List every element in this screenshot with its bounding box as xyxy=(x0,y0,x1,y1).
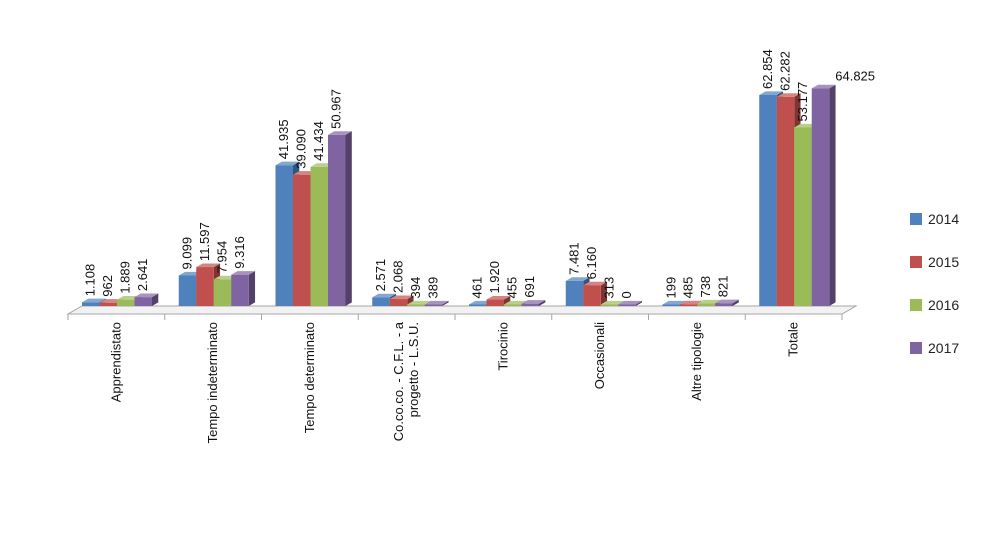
legend-item-2014: 2014 xyxy=(910,208,959,230)
data-label: 2.641 xyxy=(135,259,150,292)
legend-swatch xyxy=(910,299,922,311)
data-label: 738 xyxy=(698,276,713,298)
legend-item-2015: 2015 xyxy=(910,251,959,273)
bar-2017-2 xyxy=(328,131,352,306)
category-label: Altre tipologie xyxy=(689,322,704,401)
data-label: 389 xyxy=(426,277,441,299)
bar-2017-0 xyxy=(134,293,159,306)
data-label: 313 xyxy=(602,277,617,299)
category-label: Apprendistato xyxy=(108,322,123,402)
data-label: 455 xyxy=(505,277,520,299)
data-label: 1.108 xyxy=(83,264,98,297)
legend-swatch xyxy=(910,213,922,225)
data-label: 1.889 xyxy=(118,261,133,294)
bar-2015-3 xyxy=(389,295,414,306)
data-label: 962 xyxy=(100,275,115,297)
category-label: Totale xyxy=(786,322,801,357)
bar-2017-7 xyxy=(811,84,836,306)
category-label: Tirocinio xyxy=(495,322,510,371)
data-label: 41.434 xyxy=(311,121,326,161)
bar-2017-1 xyxy=(231,271,256,306)
chart-floor xyxy=(66,305,858,320)
legend-label: 2015 xyxy=(928,254,960,270)
data-label: 39.090 xyxy=(294,129,309,169)
category-label: Tempo determinato xyxy=(302,322,317,433)
data-label: 9.099 xyxy=(180,237,195,270)
bar-2017-6 xyxy=(715,299,739,306)
bar-2017-4 xyxy=(521,300,546,306)
legend-swatch xyxy=(910,256,922,268)
data-label: 53.177 xyxy=(795,82,810,122)
data-label: 2.571 xyxy=(373,259,388,292)
category-label: Co.co.co. - C.F.L. - aprogetto - L.S.U. xyxy=(391,321,421,441)
legend: 2014 2015 2016 2017 xyxy=(910,208,959,380)
legend-swatch xyxy=(910,342,922,354)
data-label: 7.954 xyxy=(215,241,230,274)
legend-label: 2016 xyxy=(928,297,960,313)
legend-item-2016: 2016 xyxy=(910,294,959,316)
data-label: 62.854 xyxy=(760,49,775,89)
data-label: 2.068 xyxy=(391,261,406,294)
data-label: 394 xyxy=(408,277,423,299)
data-label: 1.920 xyxy=(487,261,502,294)
data-label: 64.825 xyxy=(835,68,875,83)
bar-2017-5 xyxy=(618,300,643,306)
legend-label: 2017 xyxy=(928,340,960,356)
data-label: 6.160 xyxy=(584,247,599,280)
data-label: 11.597 xyxy=(197,222,212,261)
bar-2015-5 xyxy=(583,281,608,306)
data-label: 0 xyxy=(619,291,634,298)
bar-2015-4 xyxy=(486,295,511,306)
bar-2017-3 xyxy=(424,300,449,306)
data-label: 821 xyxy=(716,276,731,298)
category-label: Occasionali xyxy=(592,322,607,389)
data-label: 691 xyxy=(522,276,537,298)
data-label: 50.967 xyxy=(329,89,344,129)
data-label: 62.282 xyxy=(778,51,793,91)
data-labels: 1.108 962 1.889 2.641 9.099 11.597 7.954 9.316 4… xyxy=(83,49,875,298)
data-label: 485 xyxy=(681,277,696,299)
data-label: 461 xyxy=(470,277,485,299)
floor-plane xyxy=(66,305,858,315)
legend-label: 2014 xyxy=(928,211,960,227)
data-label: 41.935 xyxy=(276,119,291,159)
data-label: 9.316 xyxy=(232,236,247,269)
category-label: Tempo indeterminato xyxy=(205,322,220,443)
chart-bars xyxy=(82,84,836,307)
legend-item-2017: 2017 xyxy=(910,337,959,359)
data-label: 199 xyxy=(663,277,678,299)
data-label: 7.481 xyxy=(567,242,582,275)
category-labels: Apprendistato Tempo indeterminato Tempo de… xyxy=(108,321,800,443)
